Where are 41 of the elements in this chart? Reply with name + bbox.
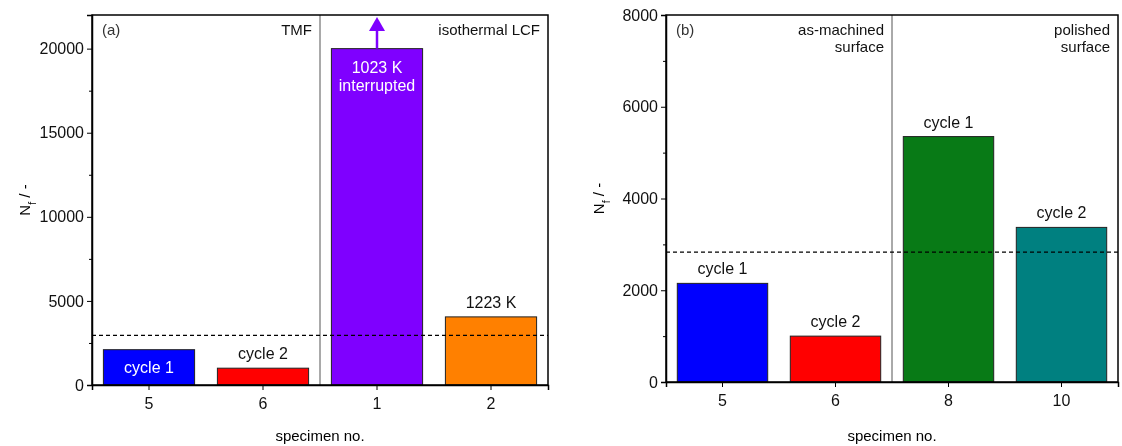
- bar: [216, 367, 310, 386]
- annotation: cycle 2: [1036, 204, 1087, 222]
- bar: [676, 282, 769, 383]
- bar: [789, 335, 882, 383]
- x-tick-label: 5: [718, 392, 728, 409]
- annotation: isothermal LCF: [438, 21, 540, 38]
- x-tick-label: 6: [258, 395, 268, 412]
- annotation: cycle 1: [697, 260, 748, 278]
- x-tick-label: 5: [144, 395, 154, 412]
- y-tick-label: 5000: [48, 292, 85, 310]
- annotation: as-machined surface: [798, 21, 884, 56]
- x-tick-label: 2: [486, 395, 496, 412]
- y-tick-label: 6000: [622, 98, 659, 116]
- x-axis-title: specimen no.: [847, 427, 937, 444]
- x-tick-label: 6: [831, 392, 841, 409]
- y-tick-label: 15000: [39, 124, 85, 142]
- y-tick-label: 8000: [622, 6, 659, 24]
- bar: [1015, 226, 1108, 383]
- x-axis-title: specimen no.: [275, 427, 365, 444]
- x-tick-label: 8: [944, 392, 954, 409]
- annotation: (b): [676, 21, 695, 38]
- y-tick-label: 0: [75, 376, 85, 394]
- annotation: (a): [102, 21, 121, 38]
- annotation: 1223 K: [465, 293, 517, 311]
- bar: [902, 136, 995, 383]
- annotation: 1023 K interrupted: [338, 58, 416, 95]
- bar: [330, 48, 424, 386]
- y-tick-label: 2000: [622, 281, 659, 299]
- annotation: cycle 2: [238, 345, 288, 363]
- bar: [444, 316, 538, 386]
- y-tick-label: 10000: [39, 208, 85, 226]
- annotation: cycle 2: [810, 313, 861, 331]
- y-tick-label: 20000: [39, 40, 85, 58]
- annotation: cycle 1: [124, 359, 174, 377]
- x-tick-label: 10: [1052, 392, 1071, 409]
- y-tick-label: 0: [649, 373, 659, 391]
- y-tick-label: 4000: [622, 190, 659, 208]
- x-tick-label: 1: [372, 395, 382, 412]
- annotation: cycle 1: [923, 113, 974, 131]
- annotation: TMF: [281, 21, 312, 38]
- annotation: polished surface: [1054, 21, 1110, 56]
